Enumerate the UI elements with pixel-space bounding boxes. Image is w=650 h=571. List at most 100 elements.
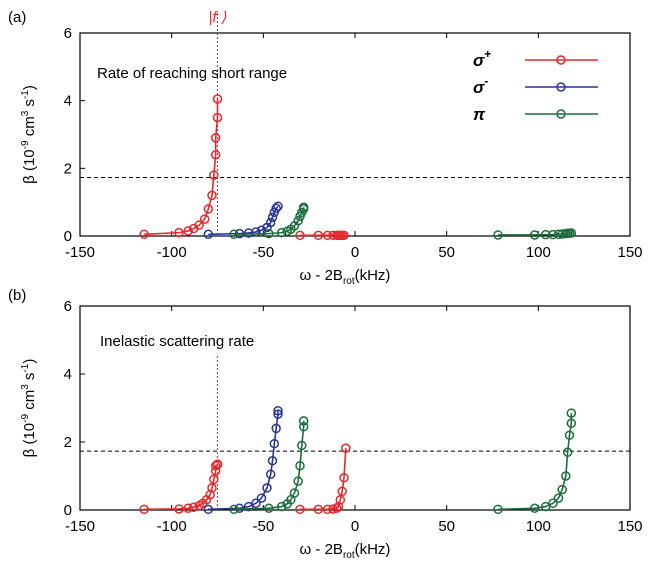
x-axis-label-sub: rot [343,276,355,287]
data-point [188,502,199,513]
series-0 [139,443,351,515]
data-point [295,504,305,515]
data-point [273,405,283,416]
y-tick-label: 6 [64,298,72,315]
data-point [229,229,239,240]
legend-name: σ [473,78,485,97]
data-point [493,230,503,240]
data-point [529,230,540,240]
y-axis-label-unit2: s [21,373,38,385]
data-point [210,133,221,143]
x-axis-label-main: ω - 2B [300,267,343,284]
y-axis-label-unit-exp: 3 [20,384,31,390]
data-point [566,418,577,429]
x-axis-label-sub: rot [343,550,355,561]
x-axis-label: ω - 2Brot(kHz) [300,541,391,561]
y-tick-label: 4 [64,93,72,110]
x-tick-label: -100 [157,244,187,261]
data-point [331,503,342,514]
legend-label: π [473,105,486,124]
series-1 [203,405,283,515]
x-tick-label: 0 [351,518,359,535]
data-point [341,443,351,453]
series-line [498,232,572,236]
data-point [243,501,254,512]
data-point [562,447,573,457]
data-point [339,230,349,241]
data-point [267,212,278,223]
data-point [183,503,193,514]
data-point [540,501,551,512]
legend: σ+σ-π [473,47,598,124]
y-axis-label-unit2-exp: -1 [20,90,31,99]
y-tick-label: 0 [64,228,72,245]
y-axis-label-unit: cm [21,116,38,140]
legend-sup: - [484,74,488,88]
data-point [298,421,309,432]
data-point [139,504,149,515]
data-point [199,214,210,224]
data-point [313,504,324,515]
data-point [256,493,267,503]
legend-label: σ- [473,74,488,97]
data-point [529,503,540,514]
data-point [322,504,333,515]
data-point [328,504,338,514]
x-tick-label: -150 [65,518,95,535]
legend-marker [556,55,566,65]
legend-marker [556,82,566,92]
y-axis-label-main: β (10 [21,149,38,183]
data-point [203,204,214,214]
y-axis-label-close: ) [21,359,38,364]
data-point [297,440,307,451]
data-point [251,227,261,237]
annotation: Rate of reaching short range [97,65,287,82]
data-point [183,226,193,236]
series-2 [229,202,577,240]
data-point [271,423,281,434]
x-tick-label: 100 [526,244,551,261]
data-point [289,488,300,498]
state-label: |f ⟩ [208,9,226,26]
data-point [548,229,558,240]
data-point [207,483,217,493]
plot-frame [79,32,631,237]
data-point [339,472,349,483]
data-point [298,202,309,212]
x-axis-label: ω - 2Brot(kHz) [300,267,391,287]
data-point [212,94,223,104]
x-tick-label: 50 [438,244,455,261]
x-tick-label: 150 [617,518,642,535]
data-point [337,486,347,497]
x-tick-label: 50 [438,518,455,535]
series-line [144,98,219,236]
data-point [564,430,575,440]
data-point [194,220,204,230]
y-axis-label-exp: -9 [20,140,31,149]
y-tick-label: 4 [64,366,72,383]
y-axis-label-unit2: s [21,99,38,111]
data-point [262,483,272,493]
data-point [493,504,503,515]
x-tick-label: -100 [157,518,187,535]
series-0 [139,94,349,241]
series-line [208,205,279,236]
data-point [293,476,303,486]
data-point [209,474,219,485]
x-axis-label-unit: (kHz) [355,541,391,558]
series-line [208,410,279,511]
data-point [322,230,333,241]
data-point [566,228,577,238]
panel-b: (b) -150 -100 -50 0 50 100 150 0 2 4 6 ω - 2Brot(kHz… [8,287,643,561]
data-point [566,408,577,418]
data-point [229,504,239,515]
legend-name: σ [473,51,485,70]
y-axis-label-main: β (10 [21,423,38,457]
data-point [298,416,309,426]
y-axis-label-unit2-exp: -1 [20,363,31,372]
panel-a: (a) -150 -100 -50 0 50 100 150 0 2 4 6 ω - 2Brot(kHz… [8,9,643,287]
data-point [561,471,571,481]
data-point [139,229,149,240]
data-point [295,461,305,471]
